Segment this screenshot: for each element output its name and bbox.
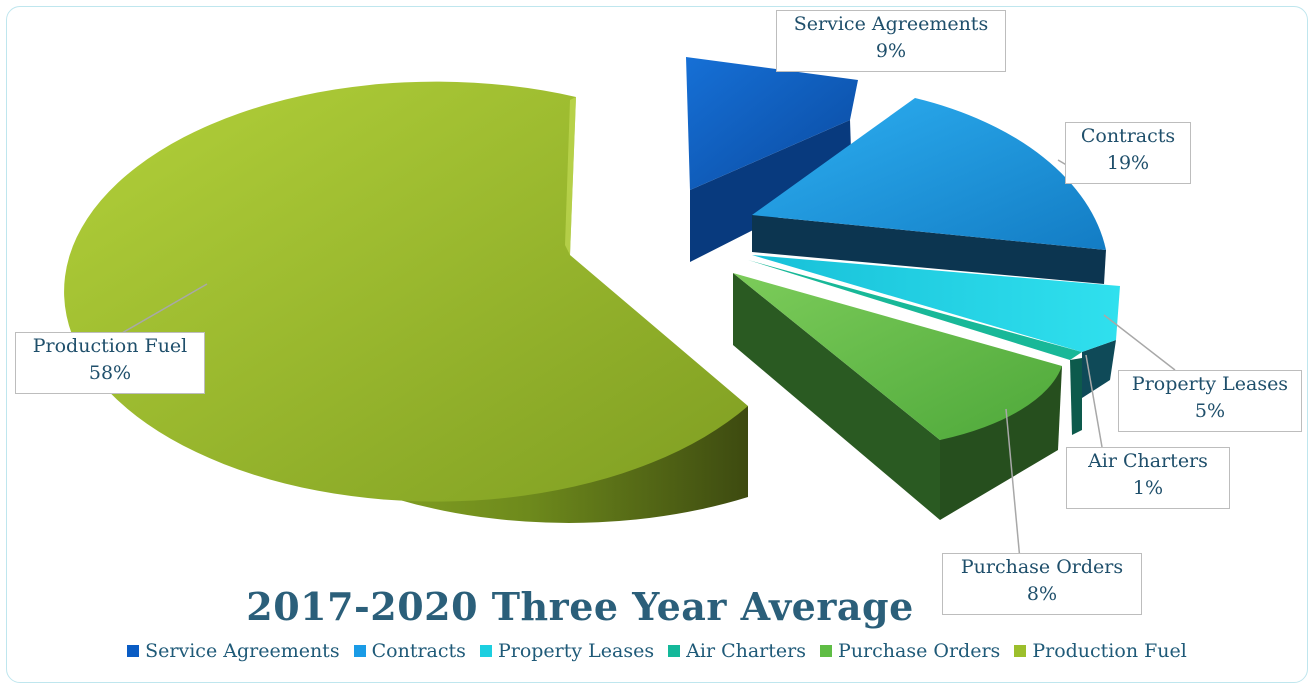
slice-contracts-side <box>752 215 1106 284</box>
slice-air-charters[interactable] <box>748 260 1082 435</box>
data-label-contracts: Contracts 19% <box>1065 122 1191 184</box>
label-air-charters-value: 1% <box>1132 477 1164 499</box>
leader-purchase-orders <box>1005 408 1021 561</box>
leader-property-leases <box>1103 314 1176 371</box>
slice-purchase-orders[interactable] <box>733 273 1062 520</box>
legend-label-property-leases: Property Leases <box>497 640 655 662</box>
legend-item-air-charters[interactable]: Air Charters <box>668 640 806 662</box>
legend-label-service-agreements: Service Agreements <box>145 640 340 662</box>
slice-purchase-orders-side <box>733 273 940 520</box>
chart-title: 2017-2020 Three Year Average <box>246 584 914 629</box>
label-property-leases-value: 5% <box>1194 400 1226 422</box>
legend-label-contracts: Contracts <box>371 640 466 662</box>
slice-production-fuel[interactable] <box>64 81 749 523</box>
slice-purchase-orders-top <box>733 273 1062 440</box>
data-label-air-charters: Air Charters 1% <box>1066 447 1230 509</box>
label-property-leases-name: Property Leases <box>1131 373 1289 395</box>
slice-service-agreements[interactable] <box>686 57 858 262</box>
label-contracts-name: Contracts <box>1080 125 1176 147</box>
legend-item-purchase-orders[interactable]: Purchase Orders <box>820 640 1000 662</box>
leader-air-charters <box>1085 354 1103 448</box>
slice-purchase-orders-side-front <box>940 366 1062 520</box>
leader-production-fuel <box>121 283 208 334</box>
slice-production-fuel-top <box>64 81 748 502</box>
data-label-service-agreements: Service Agreements 9% <box>776 10 1006 72</box>
data-label-production-fuel: Production Fuel 58% <box>15 332 205 394</box>
label-purchase-orders-value: 8% <box>1026 583 1058 605</box>
slice-service-agreements-top <box>686 57 858 190</box>
legend-swatch-contracts <box>353 645 366 657</box>
label-contracts-value: 19% <box>1106 152 1150 174</box>
slice-property-leases-top <box>752 255 1120 352</box>
legend-label-air-charters: Air Charters <box>686 640 806 662</box>
legend-label-production-fuel: Production Fuel <box>1032 640 1187 662</box>
legend-swatch-property-leases <box>479 645 492 657</box>
legend-swatch-purchase-orders <box>820 645 833 657</box>
slice-air-charters-top <box>748 260 1082 360</box>
label-production-fuel-name: Production Fuel <box>32 335 188 357</box>
legend-swatch-air-charters <box>668 645 681 657</box>
slice-service-agreements-side <box>690 120 852 262</box>
legend-item-service-agreements[interactable]: Service Agreements <box>127 640 340 662</box>
legend-item-production-fuel[interactable]: Production Fuel <box>1014 640 1187 662</box>
legend-swatch-service-agreements <box>127 645 140 657</box>
legend-item-contracts[interactable]: Contracts <box>353 640 466 662</box>
chart-legend: Service Agreements Contracts Property Le… <box>0 640 1314 662</box>
label-purchase-orders-name: Purchase Orders <box>960 556 1124 578</box>
slice-air-charters-side <box>1070 358 1082 435</box>
slice-contracts-top <box>752 98 1106 250</box>
label-service-agreements-value: 9% <box>875 40 907 62</box>
legend-label-purchase-orders: Purchase Orders <box>838 640 1001 662</box>
legend-item-property-leases[interactable]: Property Leases <box>479 640 655 662</box>
data-label-purchase-orders: Purchase Orders 8% <box>942 553 1142 615</box>
data-label-property-leases: Property Leases 5% <box>1118 370 1302 432</box>
label-service-agreements-name: Service Agreements <box>793 13 989 35</box>
legend-swatch-production-fuel <box>1014 645 1027 657</box>
label-air-charters-name: Air Charters <box>1088 450 1208 472</box>
slice-contracts[interactable] <box>752 98 1106 284</box>
label-production-fuel-value: 58% <box>88 362 132 384</box>
